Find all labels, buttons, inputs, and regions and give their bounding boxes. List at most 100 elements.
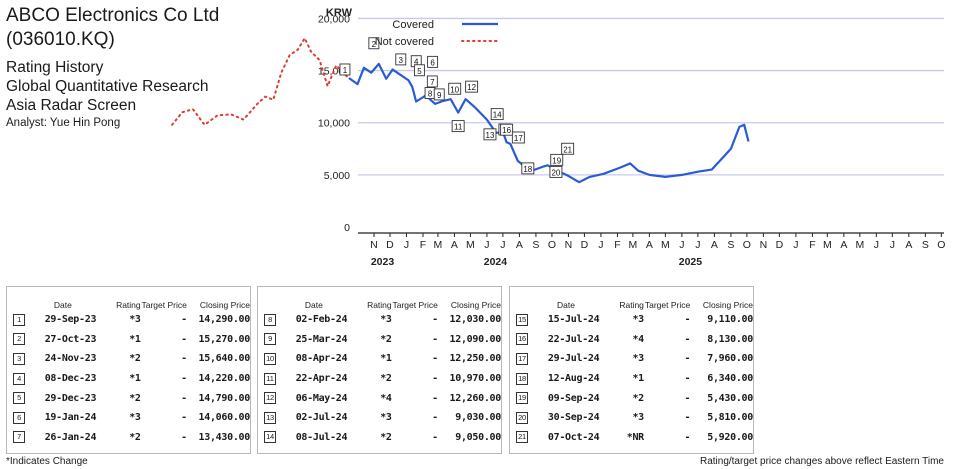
company-name: ABCO Electronics Co Ltd	[6, 5, 220, 26]
rating-marker-box	[339, 63, 351, 76]
rating-table-3: Date Rating Target Price Closing Price 15 15-…	[509, 286, 754, 454]
rating-marker-label: 1	[343, 66, 348, 75]
row-date: 27-Oct-23	[44, 333, 97, 345]
row-date: 08-Jul-24	[295, 431, 348, 443]
y-tick-label: 0	[344, 222, 350, 234]
row-rating: *2	[380, 431, 392, 443]
x-tick-label: M	[466, 239, 475, 251]
table-row: 14 08-Jul-24 *2 - 9,050.00	[264, 428, 501, 448]
x-tick-label: N	[760, 239, 768, 251]
rating-marker-box	[413, 64, 425, 77]
report-title: Rating History	[6, 59, 104, 76]
x-tick-label: O	[743, 239, 751, 251]
rating-marker-label: 13	[486, 131, 495, 140]
x-tick-label: J	[500, 239, 505, 251]
row-closing-price: 5,920.00	[707, 431, 753, 443]
rating-marker-label: 12	[467, 83, 476, 92]
row-target-price: -	[684, 353, 691, 365]
row-target-price: -	[181, 333, 187, 345]
table-row: 10 08-Apr-24 *1 -12,250.00	[264, 349, 501, 369]
rating-marker-box	[427, 55, 439, 68]
row-closing-price: 12,260.00	[449, 392, 502, 404]
rating-marker-box	[549, 165, 563, 178]
x-tick-label: D	[776, 239, 784, 251]
table-row: 5 29-Dec-23 *2 -14,790.00	[13, 388, 250, 408]
rating-marker-label: 17	[514, 134, 523, 143]
row-number: 8	[264, 313, 276, 326]
rating-marker-box	[395, 53, 407, 66]
x-tick-label: D	[581, 239, 589, 251]
x-tick-label: A	[905, 239, 912, 251]
row-target-price: -	[181, 353, 187, 365]
rating-marker-label: 18	[523, 165, 532, 174]
row-number: 7	[13, 431, 25, 444]
x-tick-label: D	[386, 239, 394, 251]
row-closing-price: 5,810.00	[707, 412, 753, 424]
y-axis-label: KRW	[326, 7, 353, 19]
row-closing-price: 9,110.00	[707, 314, 753, 326]
table-row: 3 24-Nov-23 *2 -15,640.00	[13, 349, 250, 369]
row-rating: *NR	[626, 431, 644, 443]
row-closing-price: 14,790.00	[198, 392, 251, 404]
column-header: Date	[304, 300, 323, 310]
row-number: 6	[13, 411, 25, 424]
x-tick-label: F	[614, 239, 620, 251]
row-closing-price: 12,090.00	[449, 333, 502, 345]
table-row: 20 30-Sep-24 *3 - 5,810.00	[516, 408, 753, 428]
x-tick-label: O	[548, 239, 556, 251]
row-closing-price: 9,030.00	[455, 412, 501, 424]
table-row: 15 15-Jul-24 *3 - 9,110.00	[516, 310, 753, 330]
row-date: 24-Nov-23	[44, 353, 97, 365]
row-rating: *3	[632, 314, 644, 326]
rating-marker-label: 20	[551, 168, 560, 177]
row-number: 19	[516, 392, 528, 405]
rating-marker-label: 19	[552, 156, 561, 165]
row-closing-price: 6,340.00	[707, 373, 753, 385]
row-date: 29-Dec-23	[44, 392, 97, 404]
rating-table-1: Date Rating Target Price Closing Price 1 29-S…	[6, 286, 251, 454]
row-number: 14	[264, 431, 276, 444]
x-year-label: 2023	[371, 256, 395, 268]
y-tick-label: 10,000	[318, 118, 350, 130]
row-number: 9	[264, 333, 276, 346]
table-row: 1 29-Sep-23 *3 -14,290.00	[13, 310, 250, 330]
rating-marker-box	[500, 123, 514, 136]
row-number: 13	[264, 411, 276, 424]
row-closing-price: 14,290.00	[198, 314, 251, 326]
x-tick-label: M	[434, 239, 443, 251]
row-closing-price: 9,050.00	[455, 431, 501, 443]
row-date: 29-Sep-23	[44, 314, 97, 326]
row-number: 12	[264, 392, 276, 405]
row-date: 07-Oct-24	[547, 431, 600, 443]
table-row: 6 19-Jan-24 *3 -14,060.00	[13, 408, 250, 428]
row-rating: *2	[632, 392, 644, 404]
x-tick-label: S	[922, 239, 929, 251]
rating-marker-label: 6	[430, 58, 435, 67]
row-rating: *2	[129, 431, 141, 443]
x-tick-label: F	[809, 239, 815, 251]
row-rating: *2	[380, 333, 392, 345]
table-row: 18 12-Aug-24 *1 - 6,340.00	[516, 369, 753, 389]
rating-marker-box	[483, 128, 497, 141]
row-closing-price: 13,430.00	[198, 431, 251, 443]
column-header: Target Price	[392, 300, 438, 310]
rating-marker-label: 11	[454, 123, 463, 132]
row-date: 12-Aug-24	[547, 373, 600, 385]
rating-marker-label: 10	[450, 85, 459, 94]
x-tick-label: A	[516, 239, 523, 251]
row-closing-price: 12,250.00	[449, 353, 502, 365]
row-date: 29-Jul-24	[547, 353, 600, 365]
row-rating: *1	[129, 333, 141, 345]
header-block: ABCO Electronics Co Ltd (036010.KQ) Rati…	[6, 4, 296, 131]
row-rating: *4	[632, 333, 644, 345]
x-tick-label: S	[727, 239, 734, 251]
y-tick-label: 20,000	[318, 13, 350, 25]
x-tick-label: A	[711, 239, 718, 251]
table-row: 19 09-Sep-24 *2 - 5,430.00	[516, 388, 753, 408]
row-date: 25-Mar-24	[295, 333, 348, 345]
row-date: 02-Feb-24	[295, 314, 348, 326]
row-number: 2	[13, 333, 25, 346]
row-rating: *2	[380, 373, 392, 385]
x-tick-label: J	[695, 239, 700, 251]
